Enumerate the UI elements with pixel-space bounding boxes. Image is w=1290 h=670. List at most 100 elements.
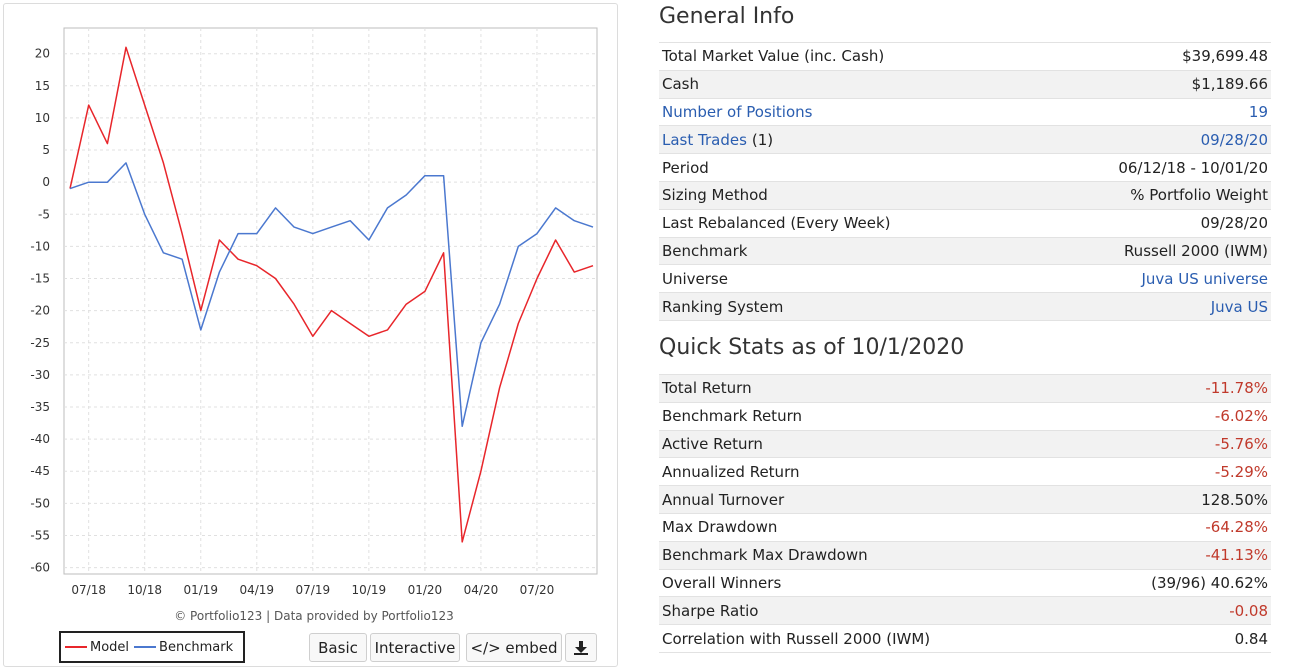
x-tick-label: 07/19 bbox=[296, 583, 331, 597]
general-info-title: General Info bbox=[659, 4, 795, 29]
basic-button[interactable]: Basic bbox=[309, 633, 367, 662]
y-axis-ticks: 20 15 10 5 0 -5 -10 -15 -20 -25 -30 -35 -40 -45 -50 -55… bbox=[30, 47, 50, 575]
embed-button[interactable]: </> embed bbox=[466, 633, 562, 662]
row-label: Overall Winners bbox=[662, 573, 782, 592]
row-value-cell: (39/96) 40.62% bbox=[1082, 569, 1271, 597]
chart-legend[interactable]: Model Benchmark bbox=[59, 631, 245, 663]
row-value-cell: % Portfolio Weight bbox=[1027, 181, 1271, 209]
legend-swatch-model bbox=[65, 646, 87, 648]
row-value-cell: 0.84 bbox=[1082, 625, 1271, 653]
row-value-cell[interactable]: 19 bbox=[1027, 98, 1271, 126]
x-tick-label: 01/20 bbox=[408, 583, 443, 597]
info-row[interactable]: Last Trades (1) 09/28/20 bbox=[659, 125, 1271, 154]
performance-chart[interactable]: 20 15 10 5 0 -5 -10 -15 -20 -25 -30 -35 -40 -45 -50 -55… bbox=[4, 4, 619, 668]
x-tick-label: 01/19 bbox=[183, 583, 218, 597]
x-tick-label: 04/19 bbox=[239, 583, 274, 597]
row-label: Annual Turnover bbox=[662, 490, 785, 509]
info-row: Annualized Return -5.29% bbox=[659, 457, 1271, 486]
x-tick-label: 10/19 bbox=[352, 583, 387, 597]
row-label: Active Return bbox=[662, 434, 763, 453]
row-label: Annualized Return bbox=[662, 462, 800, 481]
row-value[interactable]: Juva US bbox=[1210, 297, 1268, 316]
row-label[interactable]: Number of Positions bbox=[662, 102, 813, 121]
row-label: Period bbox=[662, 158, 709, 177]
row-label[interactable]: Last Trades bbox=[662, 130, 747, 149]
legend-item-model[interactable]: Model bbox=[65, 640, 129, 655]
info-row: Benchmark Max Drawdown -41.13% bbox=[659, 541, 1271, 570]
y-tick-label: 0 bbox=[42, 175, 50, 189]
row-label-cell: Last Rebalanced (Every Week) bbox=[659, 209, 1027, 237]
row-label-cell: Correlation with Russell 2000 (IWM) bbox=[659, 625, 1082, 653]
row-label: Universe bbox=[662, 269, 728, 288]
row-label: Benchmark Max Drawdown bbox=[662, 546, 868, 565]
y-tick-label: 10 bbox=[35, 111, 50, 125]
row-value-cell: $1,189.66 bbox=[1027, 70, 1271, 98]
row-value-cell: -5.29% bbox=[1082, 458, 1271, 486]
y-tick-label: -5 bbox=[38, 207, 50, 221]
row-label-suffix: (1) bbox=[751, 130, 774, 149]
info-row[interactable]: Ranking System Juva US bbox=[659, 292, 1271, 321]
row-value[interactable]: 09/28/20 bbox=[1200, 130, 1268, 149]
y-tick-label: 15 bbox=[35, 79, 50, 93]
row-value-cell: Russell 2000 (IWM) bbox=[1027, 237, 1271, 265]
series-lines bbox=[69, 46, 594, 543]
row-value-cell[interactable]: Juva US universe bbox=[1027, 265, 1271, 293]
info-row: Annual Turnover 128.50% bbox=[659, 485, 1271, 514]
info-row[interactable]: Number of Positions 19 bbox=[659, 98, 1271, 126]
row-value-cell[interactable]: 09/28/20 bbox=[1027, 126, 1271, 154]
row-value: 06/12/18 - 10/01/20 bbox=[1118, 158, 1268, 177]
row-label: Benchmark bbox=[662, 241, 748, 260]
legend-item-benchmark[interactable]: Benchmark bbox=[134, 640, 233, 655]
info-row[interactable]: Universe Juva US universe bbox=[659, 264, 1271, 293]
y-tick-label: 5 bbox=[42, 143, 50, 157]
row-label-cell: Sharpe Ratio bbox=[659, 597, 1082, 625]
quick-stats-title: Quick Stats as of 10/1/2020 bbox=[659, 335, 965, 360]
legend-label-model: Model bbox=[90, 639, 130, 655]
y-tick-label: 20 bbox=[35, 47, 50, 61]
row-value-cell: 09/28/20 bbox=[1027, 209, 1271, 237]
info-row: Benchmark Return -6.02% bbox=[659, 402, 1271, 430]
row-value: $1,189.66 bbox=[1191, 75, 1268, 94]
interactive-button[interactable]: Interactive bbox=[370, 633, 460, 662]
row-value-cell[interactable]: Juva US bbox=[1027, 293, 1271, 321]
row-value: 09/28/20 bbox=[1200, 214, 1268, 233]
row-label-cell[interactable]: Last Trades (1) bbox=[659, 126, 1027, 154]
info-row: Cash $1,189.66 bbox=[659, 70, 1271, 99]
y-tick-label: -35 bbox=[30, 400, 50, 414]
row-value: 128.50% bbox=[1201, 490, 1268, 509]
y-tick-label: -10 bbox=[30, 239, 50, 253]
row-value: (39/96) 40.62% bbox=[1151, 573, 1268, 592]
series-line-benchmark bbox=[69, 162, 594, 428]
row-value: -11.78% bbox=[1205, 379, 1268, 398]
row-value: -5.76% bbox=[1214, 434, 1268, 453]
row-label-cell: Ranking System bbox=[659, 293, 1027, 321]
row-label-cell: Period bbox=[659, 154, 1027, 182]
info-row: Benchmark Russell 2000 (IWM) bbox=[659, 237, 1271, 265]
x-tick-label: 07/20 bbox=[520, 583, 555, 597]
chart-panel: 20 15 10 5 0 -5 -10 -15 -20 -25 -30 -35 -40 -45 -50 -55… bbox=[3, 3, 618, 667]
row-label-cell: Cash bbox=[659, 70, 1027, 98]
x-tick-label: 07/18 bbox=[71, 583, 106, 597]
quick-stats-table: Total Return -11.78% Benchmark Return -6.02… bbox=[659, 374, 1271, 653]
row-value[interactable]: 19 bbox=[1248, 102, 1268, 121]
row-label-cell: Annualized Return bbox=[659, 458, 1082, 486]
row-label-cell: Max Drawdown bbox=[659, 513, 1082, 541]
row-label-cell: Active Return bbox=[659, 430, 1082, 458]
row-label: Total Return bbox=[662, 379, 752, 398]
info-row: Sharpe Ratio -0.08 bbox=[659, 596, 1271, 625]
row-label: Sizing Method bbox=[662, 186, 768, 205]
info-row: Overall Winners (39/96) 40.62% bbox=[659, 569, 1271, 597]
info-row: Max Drawdown -64.28% bbox=[659, 513, 1271, 541]
row-label-cell[interactable]: Number of Positions bbox=[659, 98, 1027, 126]
row-value: -5.29% bbox=[1214, 462, 1268, 481]
row-value: $39,699.48 bbox=[1182, 47, 1268, 66]
download-button[interactable] bbox=[565, 633, 597, 662]
row-value-cell: $39,699.48 bbox=[1027, 43, 1271, 71]
row-label-cell: Annual Turnover bbox=[659, 486, 1082, 514]
row-value[interactable]: Juva US universe bbox=[1141, 269, 1268, 288]
general-info-table: Total Market Value (inc. Cash) $39,699.48… bbox=[659, 42, 1271, 321]
y-tick-label: -30 bbox=[30, 368, 50, 382]
row-value-cell: -11.78% bbox=[1082, 375, 1271, 403]
row-label-cell: Universe bbox=[659, 265, 1027, 293]
row-value-cell: -64.28% bbox=[1082, 513, 1271, 541]
